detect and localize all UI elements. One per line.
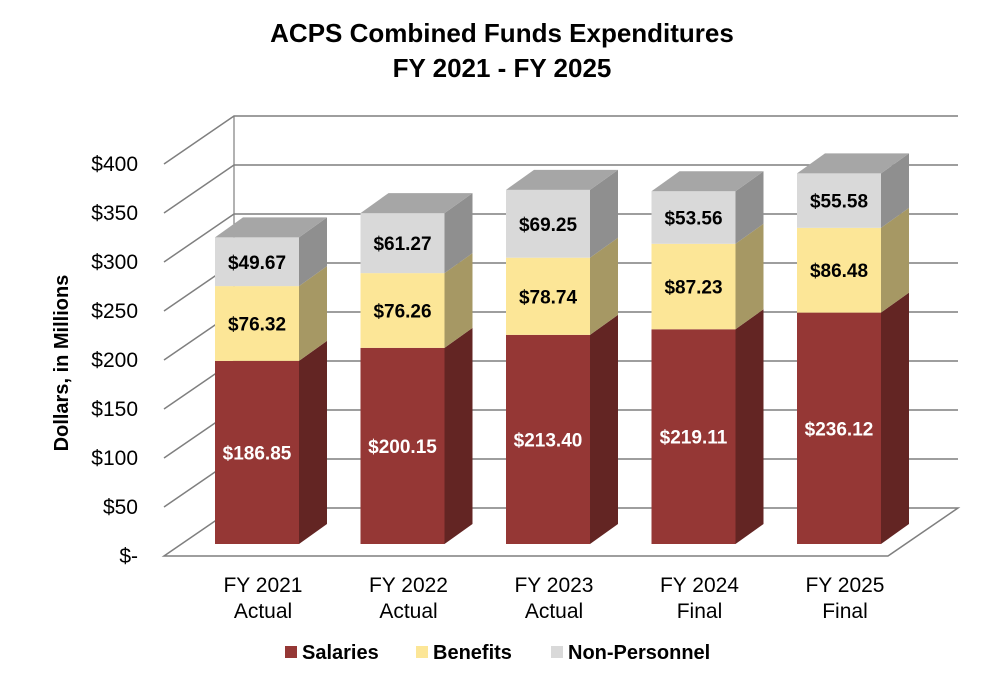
data-label: $213.40 [514,430,583,451]
bar-segment-front [215,237,299,287]
bar-stack: $236.12 $86.48 $55.58 [797,153,909,544]
y-tick-label: $400 [91,153,138,176]
bar-segment-front [797,312,881,544]
gridline [163,164,958,214]
bar-segment-side [299,266,327,361]
legend-swatch [551,646,563,658]
data-label: $86.48 [810,261,868,282]
bar-segment-side [735,171,764,244]
y-tick-label: $- [119,545,138,568]
bar-segment-side [590,237,618,335]
y-tick-label: $100 [91,447,138,470]
bar-segment-side [444,253,473,348]
legend-swatch [285,646,297,658]
bar-top [651,171,764,192]
data-label: $53.56 [664,209,722,230]
data-label: $49.67 [228,253,286,274]
bar-stack: $213.40 $78.74 $69.25 [506,169,618,544]
bar-segment-side [299,340,327,544]
data-label: $76.32 [228,314,286,335]
data-label: $186.85 [223,443,292,464]
x-tick-label: FY 2023 Actual [514,574,593,623]
y-tick-label: $350 [91,202,138,225]
y-tick-label: $250 [91,300,138,323]
bar-segment-side [590,169,618,258]
bar-segment-side [444,193,473,274]
legend: Salaries Benefits Non-Personnel [285,642,710,664]
bars: $186.85$76.32$49.67$200.15$76.26$61.27$2… [215,153,909,544]
gridline [163,115,958,165]
bar-segment-front [506,257,590,335]
bar-top [360,193,473,214]
y-tick-label: $200 [91,349,138,372]
bar-segment-front [651,329,736,544]
chart-title: ACPS Combined Funds Expenditures [270,18,734,48]
bar-segment-front [506,334,590,544]
bar-segment-front [360,347,445,544]
bar-segment-side [735,223,764,330]
bar-segment-side [881,153,909,228]
bar-segment-front [651,243,736,330]
chart-subtitle: FY 2021 - FY 2025 [393,53,612,83]
bar-segment-front [215,286,299,361]
data-label: $76.26 [373,301,431,322]
bar-top [215,217,327,238]
legend-swatch [416,646,428,658]
y-tick-label: $300 [91,251,138,274]
x-tick-label: FY 2021 Actual [223,574,302,623]
bar-segment-front [360,273,445,348]
bar-segment-side [444,327,473,544]
data-label: $55.58 [810,192,868,213]
y-tick-label: $150 [91,398,138,421]
bar-segment-side [590,314,618,544]
bar-stack: $219.11 $87.23 $53.56 [651,171,764,544]
bar-segment-front [215,360,299,544]
bar-segment-front [506,189,590,258]
legend-label: Benefits [433,642,512,664]
bar-segment-side [881,207,909,313]
bar-segment-side [881,292,909,544]
bar-segment-front [797,227,881,313]
data-label: $69.25 [519,215,578,236]
y-tick-label: $50 [103,496,138,519]
legend-label: Non-Personnel [568,642,710,664]
x-tick-label: FY 2022 Actual [369,574,448,623]
data-label: $200.15 [368,437,437,458]
x-axis: FY 2021 Actual FY 2022 Actual FY 2023 Actual F… [223,574,884,623]
data-label: $87.23 [664,278,722,299]
data-label: $61.27 [373,234,431,255]
data-label: $219.11 [660,428,728,449]
data-label: $78.74 [519,287,578,308]
data-label: $236.12 [805,419,874,440]
bar-segment-side [299,217,327,287]
y-axis-label: Dollars, in Millions [51,275,73,452]
y-axis: $- $50 $100 $150 $200 $250 $300 $350 $400 [91,153,138,568]
bar-stack: $200.15 $76.26 $61.27 [360,193,473,544]
x-tick-label: FY 2025 Final [805,574,884,623]
plot-floor [161,507,961,557]
bar-segment-front [360,213,445,274]
bar-stack: $186.85 $76.32 $49.67 [215,217,327,544]
x-tick-label: FY 2024 Final [660,574,739,623]
bar-segment-side [735,309,764,544]
bar-top [506,169,618,190]
legend-label: Salaries [302,642,379,664]
bar-top [797,153,909,174]
bar-segment-front [797,173,881,228]
bar-segment-front [651,191,736,244]
